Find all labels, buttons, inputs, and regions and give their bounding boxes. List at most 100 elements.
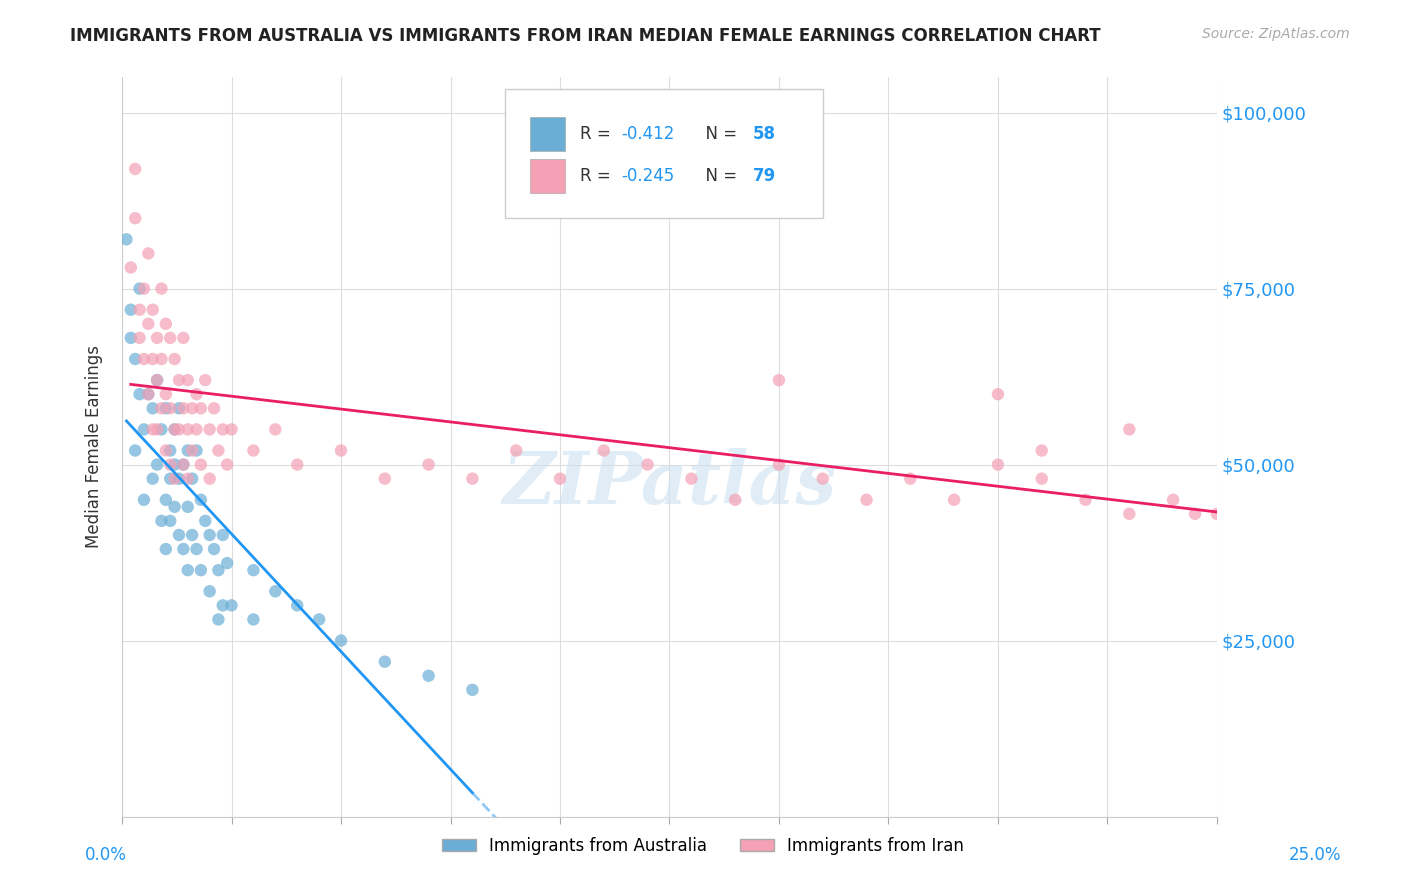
Point (308, 612, 330, 626)
Point (159, 472, 181, 486)
Point (724, 492, 747, 507)
Point (115, 232, 138, 246)
Point (194, 514, 217, 528)
Point (172, 542, 194, 557)
Text: R =: R = (579, 167, 616, 185)
Point (461, 682, 484, 697)
Point (155, 443, 177, 458)
Point (1031, 443, 1053, 458)
Point (461, 472, 484, 486)
Point (211, 599, 233, 613)
Point (768, 373, 790, 387)
Point (330, 633, 353, 648)
Point (150, 422, 173, 436)
Point (186, 443, 208, 458)
Point (163, 458, 186, 472)
Point (898, 472, 921, 486)
Point (186, 387, 208, 401)
Point (1206, 507, 1229, 521)
Point (418, 458, 440, 472)
Point (155, 317, 177, 331)
Point (242, 443, 264, 458)
Point (190, 492, 212, 507)
Point (592, 443, 614, 458)
Point (198, 584, 221, 599)
Point (172, 401, 194, 416)
Point (177, 443, 200, 458)
Point (163, 422, 186, 436)
Point (202, 542, 225, 557)
Point (136, 387, 159, 401)
Point (146, 373, 169, 387)
Point (217, 458, 239, 472)
Point (172, 458, 194, 472)
Point (207, 563, 229, 577)
Point (1161, 492, 1184, 507)
Point (198, 422, 221, 436)
FancyBboxPatch shape (530, 118, 565, 152)
Point (172, 331, 194, 345)
Point (142, 401, 165, 416)
Point (177, 422, 200, 436)
Point (150, 514, 173, 528)
Text: ZIPatlas: ZIPatlas (502, 449, 837, 519)
Point (159, 458, 181, 472)
Point (132, 282, 155, 296)
Point (155, 387, 177, 401)
Point (855, 492, 877, 507)
Text: IMMIGRANTS FROM AUSTRALIA VS IMMIGRANTS FROM IRAN MEDIAN FEMALE EARNINGS CORRELA: IMMIGRANTS FROM AUSTRALIA VS IMMIGRANTS … (70, 27, 1101, 45)
Text: 0.0%: 0.0% (84, 846, 127, 863)
Point (167, 422, 190, 436)
Point (198, 472, 221, 486)
Text: 58: 58 (752, 125, 776, 143)
Point (150, 401, 173, 416)
Legend: Immigrants from Australia, Immigrants from Iran: Immigrants from Australia, Immigrants fr… (436, 830, 970, 862)
Point (194, 373, 217, 387)
Point (202, 401, 225, 416)
Point (264, 584, 287, 599)
Text: 79: 79 (752, 167, 776, 185)
Point (163, 351, 186, 366)
Point (159, 401, 181, 416)
Point (124, 351, 146, 366)
Point (142, 472, 165, 486)
Point (163, 422, 186, 436)
Point (120, 260, 142, 275)
Point (190, 458, 212, 472)
Text: N =: N = (695, 167, 742, 185)
Point (150, 282, 173, 296)
Point (181, 401, 204, 416)
Point (811, 472, 834, 486)
FancyBboxPatch shape (530, 160, 565, 194)
Point (136, 387, 159, 401)
Point (177, 563, 200, 577)
Point (330, 443, 353, 458)
Point (1118, 507, 1140, 521)
Point (120, 331, 142, 345)
Point (211, 422, 233, 436)
Text: Source: ZipAtlas.com: Source: ZipAtlas.com (1202, 27, 1350, 41)
Point (146, 422, 169, 436)
Point (186, 542, 208, 557)
Text: -0.245: -0.245 (621, 167, 675, 185)
Point (163, 500, 186, 514)
Point (120, 302, 142, 317)
Point (132, 492, 155, 507)
Text: N =: N = (695, 125, 742, 143)
Point (418, 669, 440, 683)
Point (190, 563, 212, 577)
Point (142, 302, 165, 317)
Point (181, 443, 204, 458)
Point (132, 351, 155, 366)
Point (681, 472, 703, 486)
Point (167, 472, 190, 486)
Point (181, 472, 204, 486)
Point (548, 472, 571, 486)
Point (150, 351, 173, 366)
Point (987, 387, 1010, 401)
Point (128, 282, 150, 296)
Point (159, 331, 181, 345)
Point (128, 302, 150, 317)
Point (221, 599, 243, 613)
Point (285, 458, 308, 472)
